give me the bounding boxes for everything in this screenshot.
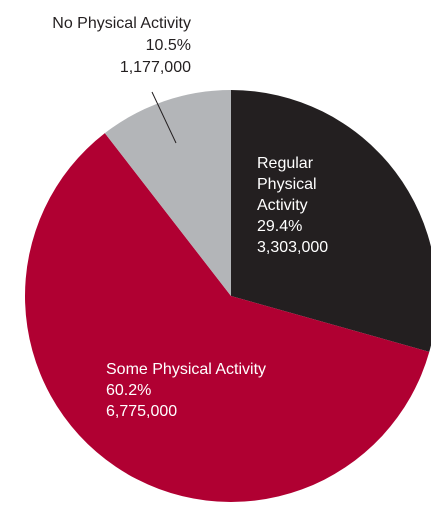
pie-slice-some-physical-activity [24,133,430,502]
label-no-physical-activity: No Physical Activity 10.5% 1,177,000 [52,15,191,76]
pie-slices [24,89,431,502]
label-regular-physical-activity: Regular Physical Activity 29.4% 3,303,000 [257,155,328,256]
label-some-physical-activity-name: Some Physical Activity [106,361,266,378]
pie-slice-no-physical-activity [104,89,231,296]
label-regular-physical-activity-name: Regular [257,155,314,172]
label-regular-physical-activity-name: Physical [257,176,317,193]
label-no-physical-activity-name: No Physical Activity [52,15,191,32]
label-some-physical-activity-percent: 60.2% [106,382,151,399]
label-no-physical-activity-count: 1,177,000 [120,59,191,76]
label-regular-physical-activity-count: 3,303,000 [257,239,328,256]
label-regular-physical-activity-percent: 29.4% [257,218,302,235]
pie-labels: Regular Physical Activity 29.4% 3,303,000 Som… [52,15,328,420]
pie-slice-regular-physical-activity [231,90,431,352]
label-regular-physical-activity-name: Activity [257,197,308,214]
label-some-physical-activity: Some Physical Activity 60.2% 6,775,000 [106,361,266,420]
label-some-physical-activity-count: 6,775,000 [106,403,177,420]
label-no-physical-activity-percent: 10.5% [146,37,191,54]
leader-line-no-physical-activity [151,91,177,144]
